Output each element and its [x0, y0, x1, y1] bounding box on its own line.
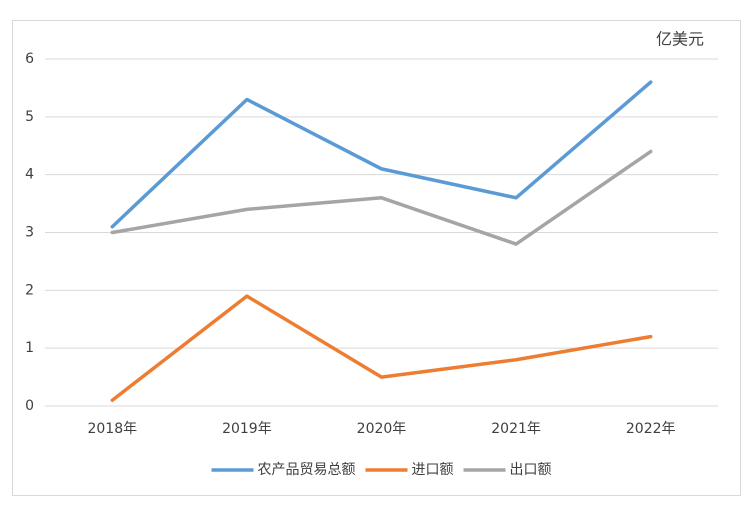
y-tick-label: 2 [25, 282, 34, 298]
x-tick-label: 2018年 [87, 421, 137, 437]
x-tick-label: 2022年 [626, 421, 676, 437]
y-tick-label: 4 [25, 167, 34, 183]
series-line [110, 149, 653, 246]
y-tick-label: 1 [25, 340, 34, 356]
legend-item: 出口额 [463, 462, 552, 478]
y-tick-label: 5 [25, 109, 34, 125]
legend-label: 农产品贸易总额 [258, 462, 356, 478]
legend-item: 进口额 [365, 462, 454, 478]
chart-border [12, 20, 741, 496]
x-tick-label: 2020年 [357, 421, 407, 437]
y-tick-label: 3 [25, 225, 34, 241]
unit-label: 亿美元 [656, 30, 704, 49]
y-tick-label: 0 [25, 398, 34, 414]
legend-item: 农产品贸易总额 [211, 462, 356, 478]
y-tick-label: 6 [25, 51, 34, 67]
x-tick-label: 2021年 [491, 421, 541, 437]
legend-label: 进口额 [412, 462, 454, 478]
x-tick-label: 2019年 [222, 421, 272, 437]
legend-label: 出口额 [510, 462, 552, 478]
series-line [110, 80, 653, 229]
series-line [110, 294, 653, 402]
